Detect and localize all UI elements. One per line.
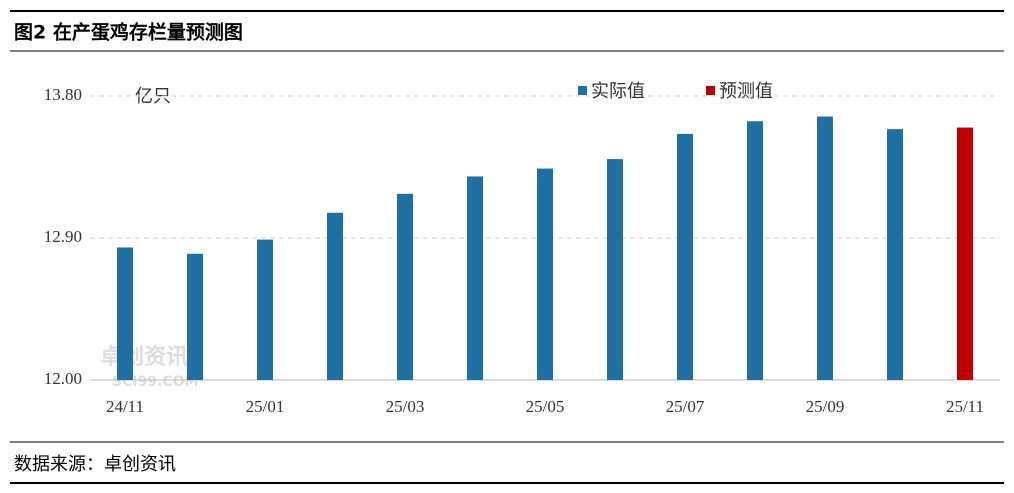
y-tick-label: 12.90 bbox=[44, 227, 82, 246]
bar bbox=[747, 121, 763, 380]
x-tick-label: 25/09 bbox=[806, 397, 845, 416]
legend-label: 实际值 bbox=[591, 81, 645, 102]
x-tick-label: 24/11 bbox=[106, 397, 144, 416]
legend-swatch bbox=[578, 86, 587, 95]
x-tick-label: 25/07 bbox=[666, 397, 705, 416]
bar bbox=[187, 253, 203, 380]
bar bbox=[117, 247, 133, 380]
bar bbox=[677, 133, 693, 380]
bar bbox=[607, 159, 623, 380]
bar bbox=[887, 129, 903, 380]
bar bbox=[397, 193, 413, 380]
x-tick-label: 25/01 bbox=[246, 397, 285, 416]
bar bbox=[957, 127, 973, 380]
y-tick-label: 12.00 bbox=[44, 369, 82, 388]
legend-label: 预测值 bbox=[719, 81, 773, 102]
bar bbox=[817, 116, 833, 380]
x-tick-label: 25/03 bbox=[386, 397, 425, 416]
y-tick-label: 13.80 bbox=[44, 85, 82, 104]
chart-title: 图2 在产蛋鸡存栏量预测图 bbox=[14, 21, 243, 44]
watermark: SCI99.COM bbox=[112, 374, 198, 390]
legend-swatch bbox=[706, 86, 715, 95]
bar bbox=[327, 212, 343, 380]
source: 数据来源：卓创资讯 bbox=[14, 454, 176, 475]
watermark: 卓创资讯 bbox=[100, 345, 188, 370]
bar bbox=[257, 239, 273, 380]
bar bbox=[467, 176, 483, 380]
bar bbox=[537, 168, 553, 380]
x-tick-label: 25/11 bbox=[946, 397, 984, 416]
x-tick-label: 25/05 bbox=[526, 397, 565, 416]
